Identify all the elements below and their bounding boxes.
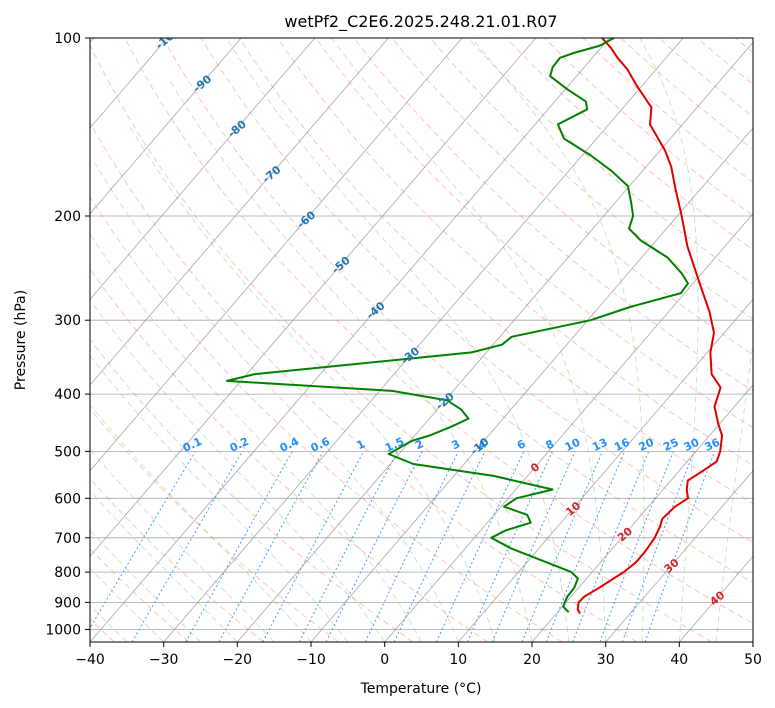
mixing-ratio-label: 25	[661, 436, 680, 454]
isotherm-line	[605, 470, 753, 642]
mixing-ratio-line	[364, 451, 459, 642]
dry-adiabat	[200, 38, 753, 544]
x-tick-label: −20	[223, 652, 253, 668]
x-tick-label: 30	[597, 652, 615, 668]
dry-adiabat	[582, 38, 753, 183]
dewpoint-profile-line	[225, 38, 689, 613]
mixing-ratio-line	[572, 451, 650, 642]
isotherm-line	[90, 38, 316, 300]
isotherm-line	[90, 38, 537, 557]
mixing-ratio-line	[599, 451, 674, 642]
dry-adiabat	[90, 43, 712, 642]
temperature-profile-line	[576, 38, 724, 615]
plot-frame	[89, 37, 754, 643]
dry-adiabat	[391, 38, 753, 356]
y-tick-label: 200	[54, 209, 81, 225]
moist-adiabat	[225, 38, 570, 642]
mixing-ratio-label: 36	[703, 436, 723, 454]
dry-adiabat	[277, 38, 753, 466]
dry-adiabat	[162, 38, 753, 584]
mixing-ratio-line	[218, 451, 324, 642]
isotherm-line	[384, 213, 753, 642]
dry-adiabat	[90, 121, 638, 642]
dry-adiabat	[429, 38, 753, 320]
mixing-ratio-label: 16	[612, 436, 632, 454]
x-axis-label: Temperature (°C)	[360, 681, 482, 697]
dry-adiabat	[124, 38, 753, 624]
isotherm-line	[236, 41, 753, 642]
isotherm-line	[531, 384, 753, 642]
dry-adiabat	[620, 38, 753, 150]
x-tick-label: −40	[75, 652, 105, 668]
isotherm-line	[90, 38, 610, 642]
moist-adiabat	[90, 404, 312, 642]
y-tick-label: 400	[54, 387, 81, 403]
x-tick-label: −10	[296, 652, 326, 668]
y-tick-label: 500	[54, 444, 81, 460]
moist-adiabat	[715, 338, 753, 642]
y-tick-label: 300	[54, 313, 81, 329]
dry-adiabat	[315, 38, 753, 429]
x-tick-label: 0	[380, 652, 389, 668]
dry-adiabat	[90, 478, 264, 642]
moist-adiabat	[90, 233, 422, 642]
x-tick-label: 20	[523, 652, 541, 668]
mixing-ratio-line	[393, 451, 486, 642]
mixing-ratio-label: 20	[637, 436, 657, 454]
chart-title: wetPf2_C2E6.2025.248.21.01.R07	[284, 12, 557, 32]
dry-adiabat	[506, 38, 753, 251]
moist-adiabat	[471, 38, 645, 642]
y-tick-label: 700	[54, 531, 81, 547]
mixing-ratio-line	[262, 451, 365, 642]
mixing-ratio-line	[435, 451, 525, 642]
x-tick-label: 10	[449, 652, 467, 668]
moist-adiabat	[90, 529, 201, 642]
y-tick-label: 800	[54, 565, 81, 581]
isotherm-line	[163, 38, 684, 642]
moist-adiabat	[331, 38, 607, 642]
y-tick-label: 1000	[45, 623, 81, 639]
y-tick-label: 100	[54, 31, 81, 47]
x-tick-label: −30	[149, 652, 179, 668]
mixing-ratio-label: 30	[682, 436, 702, 454]
moist-adiabat	[128, 124, 496, 642]
mixing-ratio-label: 13	[590, 436, 609, 454]
y-tick-label: 600	[54, 491, 81, 507]
mixing-ratio-line	[325, 451, 423, 642]
isotherm-line	[457, 298, 753, 642]
mixing-ratio-line	[545, 451, 626, 642]
isotherm-line	[90, 38, 389, 386]
mixing-ratio-line	[90, 451, 196, 630]
dry-adiabat	[90, 195, 563, 642]
mixing-ratio-line	[131, 451, 243, 642]
isotherm-line	[310, 127, 753, 642]
y-tick-label: 900	[54, 595, 81, 611]
isotherm-line	[90, 38, 463, 472]
isotherm-line	[90, 38, 242, 215]
dry-adiabat	[353, 38, 753, 392]
x-tick-label: 40	[670, 652, 688, 668]
x-tick-label: 50	[744, 652, 762, 668]
y-axis-label: Pressure (hPa)	[13, 290, 29, 390]
dry-adiabat	[544, 38, 753, 217]
mixing-ratio-label: 10	[563, 436, 583, 454]
moist-adiabat	[639, 38, 699, 642]
